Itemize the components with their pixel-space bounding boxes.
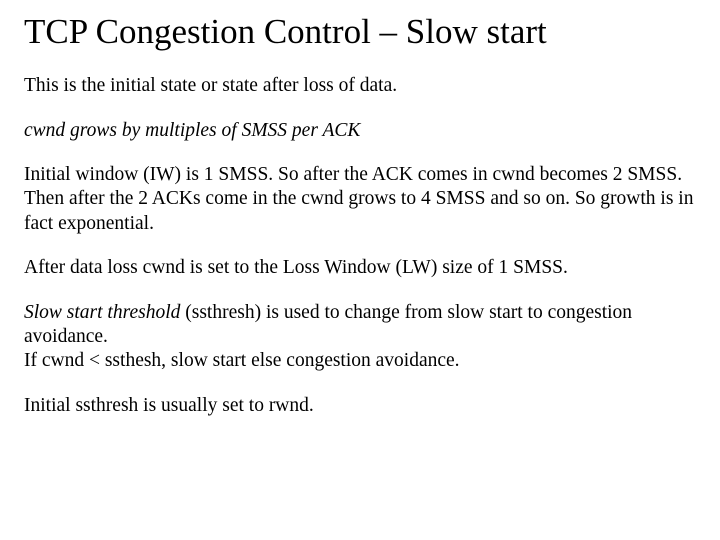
paragraph-6: Initial ssthresh is usually set to rwnd.	[24, 394, 696, 418]
paragraph-3: Initial window (IW) is 1 SMSS. So after …	[24, 163, 696, 236]
paragraph-2: cwnd grows by multiples of SMSS per ACK	[24, 119, 696, 143]
paragraph-1: This is the initial state or state after…	[24, 74, 696, 98]
paragraph-5-emphasis: Slow start threshold	[24, 302, 180, 323]
slide-title: TCP Congestion Control – Slow start	[24, 12, 696, 52]
slide: TCP Congestion Control – Slow start This…	[0, 0, 720, 540]
paragraph-5-line2: If cwnd < ssthesh, slow start else conge…	[24, 350, 460, 371]
paragraph-5: Slow start threshold (ssthresh) is used …	[24, 301, 696, 374]
slide-body: This is the initial state or state after…	[24, 74, 696, 418]
paragraph-4: After data loss cwnd is set to the Loss …	[24, 256, 696, 280]
